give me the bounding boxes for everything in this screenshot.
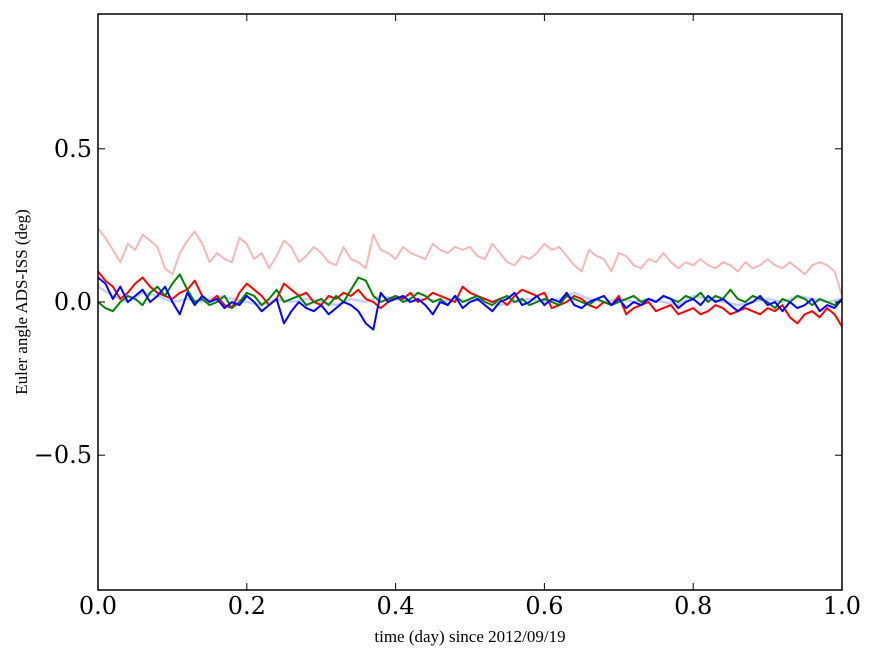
- x-tick-label: 0.8: [674, 592, 712, 620]
- y-axis-label: Euler angle ADS-ISS (deg): [12, 209, 31, 395]
- x-tick-label: 1.0: [823, 592, 861, 620]
- y-tick-label: −0.5: [34, 441, 92, 469]
- series-layer: [98, 227, 842, 331]
- series-line-5: [98, 276, 842, 331]
- y-tick-label: 0.5: [54, 135, 92, 163]
- tick-layer: 0.0 0.2 0.4 0.6 0.8 1.0 0.5 0.0 −0.5: [34, 14, 861, 620]
- series-line-1: [98, 227, 842, 297]
- x-axis-label: time (day) since 2012/09/19: [374, 627, 565, 646]
- x-tick-label: 0.2: [228, 592, 266, 620]
- x-tick-label: 0.6: [525, 592, 563, 620]
- plot-frame: [97, 13, 843, 591]
- series-line-4: [98, 273, 842, 313]
- series-line-3: [98, 270, 842, 328]
- x-tick-label: 0.0: [79, 592, 117, 620]
- x-tick-label: 0.4: [377, 592, 415, 620]
- y-tick-label: 0.0: [54, 288, 92, 316]
